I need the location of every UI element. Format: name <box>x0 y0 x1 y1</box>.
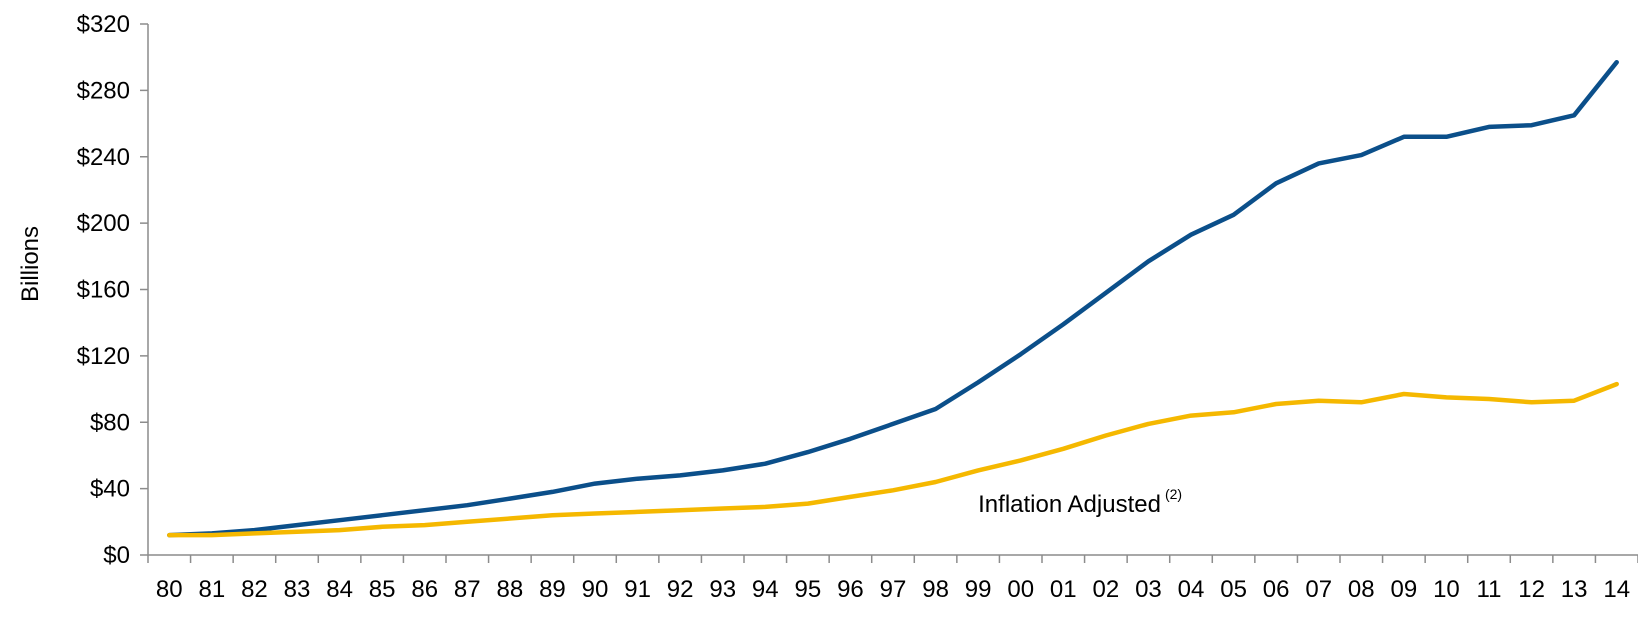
x-tick-label: 86 <box>411 576 438 603</box>
x-tick-label: 82 <box>241 576 268 603</box>
x-tick-label: 04 <box>1178 576 1205 603</box>
x-tick-label: 13 <box>1561 576 1588 603</box>
series-group <box>167 59 1619 538</box>
x-tick-label: 84 <box>326 576 353 603</box>
x-tick-label: 83 <box>284 576 311 603</box>
y-tick-label: $320 <box>77 11 130 38</box>
x-tick-label: 88 <box>497 576 524 603</box>
x-tick-label: 01 <box>1050 576 1077 603</box>
x-tick-label: 96 <box>837 576 864 603</box>
x-tick-label: 94 <box>752 576 779 603</box>
x-tick-label: 14 <box>1603 576 1630 603</box>
y-tick-label: $280 <box>77 77 130 104</box>
x-tick-label: 05 <box>1220 576 1247 603</box>
x-tick-label: 92 <box>667 576 694 603</box>
y-tick-label: $200 <box>77 210 130 237</box>
x-tick-label: 85 <box>369 576 396 603</box>
x-tick-label: 08 <box>1348 576 1375 603</box>
x-tick-label: 03 <box>1135 576 1162 603</box>
x-tick-label: 12 <box>1518 576 1545 603</box>
x-axis: 80 81 82 83 84 85 86 87 88 89 90 91 92 93 94 95 96 97 98 99… <box>147 554 1638 603</box>
x-tick-label: 98 <box>922 576 949 603</box>
x-tick-label: 93 <box>709 576 736 603</box>
series-line-2 <box>167 381 1619 538</box>
x-tick-label: 10 <box>1433 576 1460 603</box>
x-tick-label: 81 <box>199 576 226 603</box>
x-tick-label: 99 <box>965 576 992 603</box>
x-tick-label: 09 <box>1391 576 1418 603</box>
y-tick-label: $120 <box>77 343 130 370</box>
annotations: Inflation Adjusted (2) <box>978 486 1182 518</box>
annotation-label: Inflation Adjusted <box>978 491 1161 518</box>
x-tick-label: 95 <box>795 576 822 603</box>
series-line-1 <box>167 59 1619 538</box>
x-tick-label: 97 <box>880 576 907 603</box>
y-tick-label: $0 <box>103 542 130 569</box>
x-tick-label: 91 <box>624 576 651 603</box>
x-tick-label: 02 <box>1093 576 1120 603</box>
y-tick-label: $80 <box>90 409 130 436</box>
x-tick-label: 87 <box>454 576 481 603</box>
y-axis-title: Billions <box>17 226 44 302</box>
y-tick-label: $160 <box>77 277 130 304</box>
x-tick-label: 90 <box>582 576 609 603</box>
x-tick-label: 00 <box>1007 576 1034 603</box>
x-tick-label: 80 <box>156 576 183 603</box>
x-tick-label: 89 <box>539 576 566 603</box>
annotation-footnote: (2) <box>1165 486 1182 502</box>
y-tick-label: $40 <box>90 476 130 503</box>
y-axis: $0 $40 $80 $120 $160 $200 $240 $280 $320 <box>77 11 149 569</box>
y-tick-label: $240 <box>77 144 130 171</box>
x-tick-label: 06 <box>1263 576 1290 603</box>
x-tick-label: 07 <box>1305 576 1332 603</box>
x-tick-label: 11 <box>1477 576 1502 603</box>
